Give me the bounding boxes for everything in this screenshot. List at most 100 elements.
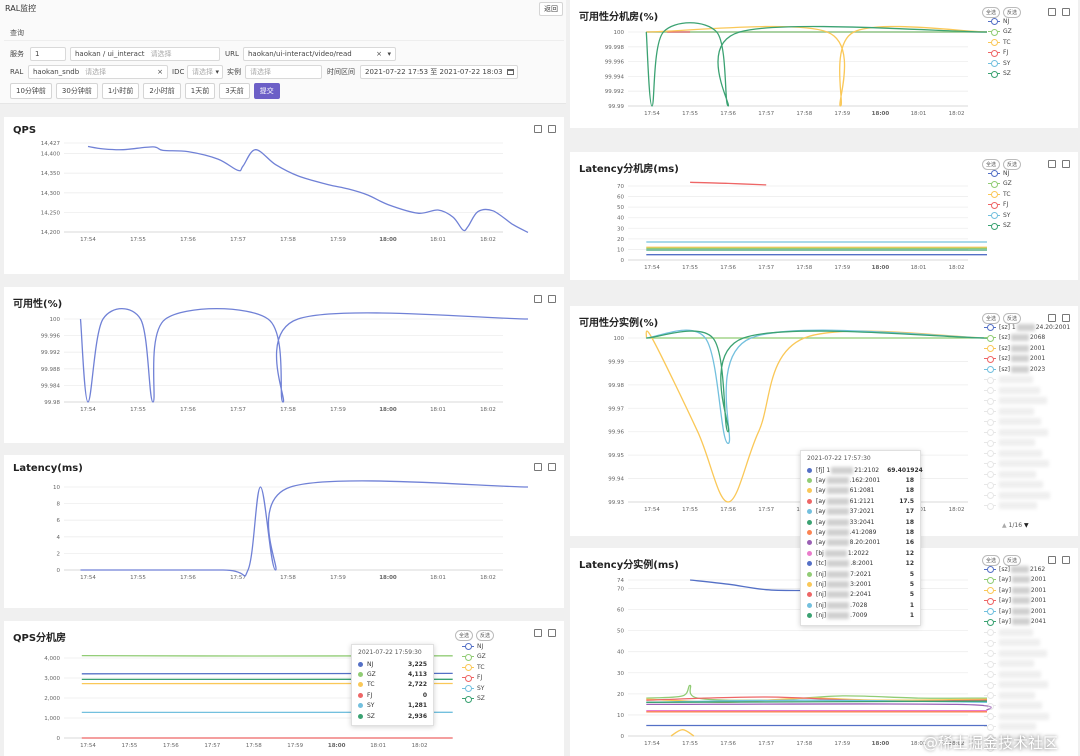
legend-item-hidden[interactable] <box>984 396 1070 407</box>
expand-icon[interactable] <box>534 295 542 303</box>
quick-range-30m[interactable]: 30分钟前 <box>55 83 98 99</box>
legend-item-hidden[interactable] <box>984 648 1050 659</box>
expand-icon[interactable] <box>1048 8 1056 16</box>
legend-item-hidden[interactable] <box>984 659 1050 670</box>
legend-item-sy[interactable]: SY <box>988 58 1012 69</box>
invert-selection-button[interactable]: 反选 <box>1003 555 1022 566</box>
quick-range-10m[interactable]: 10分钟前 <box>10 83 52 99</box>
legend-item-instance[interactable]: [sz] 2001 <box>984 354 1070 365</box>
legend-item-fj[interactable]: FJ <box>462 673 486 684</box>
legend-item-nj[interactable]: NJ <box>988 168 1012 179</box>
refresh-icon[interactable] <box>1062 314 1070 322</box>
idc-select[interactable]: 请选择 ▾ <box>187 65 223 79</box>
page-down-icon[interactable]: ▼ <box>1023 522 1029 529</box>
legend-item-instance[interactable]: [ay] 2001 <box>984 596 1050 607</box>
legend-item-instance[interactable]: [ay] 2001 <box>984 575 1050 586</box>
legend-item-tc[interactable]: TC <box>988 37 1012 48</box>
clear-icon[interactable]: × <box>376 50 382 58</box>
legend-item-hidden[interactable] <box>984 469 1070 480</box>
legend-item-hidden[interactable] <box>984 743 1050 754</box>
legend-item-hidden[interactable] <box>984 732 1050 743</box>
url-select[interactable]: haokan/ui-interact/video/read × ▾ <box>243 47 396 61</box>
refresh-icon[interactable] <box>548 125 556 133</box>
legend-item-instance[interactable]: [sz] 1 24.20:2001 <box>984 322 1070 333</box>
legend-item-sz[interactable]: SZ <box>988 221 1012 232</box>
refresh-icon[interactable] <box>1062 556 1070 564</box>
legend-item-fj[interactable]: FJ <box>988 48 1012 59</box>
refresh-icon[interactable] <box>1062 8 1070 16</box>
select-all-button[interactable]: 全选 <box>455 630 474 641</box>
legend-item-instance[interactable]: [sz] 2023 <box>984 364 1070 375</box>
legend-item-tc[interactable]: TC <box>462 662 486 673</box>
ral-select[interactable]: haokan_sndb 请选择 × <box>28 65 168 79</box>
legend-item-instance[interactable]: [ay] 2001 <box>984 606 1050 617</box>
legend-item-instance[interactable]: [ay] 2001 <box>984 585 1050 596</box>
quick-range-1h[interactable]: 1小时前 <box>101 83 140 99</box>
legend-item-hidden[interactable] <box>984 459 1070 470</box>
select-all-button[interactable]: 全选 <box>982 313 1001 324</box>
legend-item-sy[interactable]: SY <box>462 683 486 694</box>
legend-item-instance[interactable]: [sz] 2162 <box>984 564 1050 575</box>
expand-icon[interactable] <box>534 463 542 471</box>
legend-item-hidden[interactable] <box>984 690 1050 701</box>
select-all-button[interactable]: 全选 <box>982 159 1001 170</box>
legend-item-hidden[interactable] <box>984 501 1070 512</box>
service-select[interactable]: haokan / ui_interact 请选择 <box>70 47 220 61</box>
legend-item-fj[interactable]: FJ <box>988 200 1012 211</box>
legend-item-hidden[interactable] <box>984 669 1050 680</box>
expand-icon[interactable] <box>534 629 542 637</box>
expand-icon[interactable] <box>1048 556 1056 564</box>
submit-button[interactable]: 提交 <box>253 83 280 99</box>
legend-item-gz[interactable]: GZ <box>462 652 486 663</box>
legend-item-instance[interactable]: [ay] 2041 <box>984 617 1050 628</box>
legend-item-hidden[interactable] <box>984 375 1070 386</box>
invert-selection-button[interactable]: 反选 <box>1003 313 1022 324</box>
refresh-icon[interactable] <box>548 629 556 637</box>
legend-item-hidden[interactable] <box>984 427 1070 438</box>
legend-item-hidden[interactable] <box>984 406 1070 417</box>
refresh-icon[interactable] <box>548 463 556 471</box>
legend-item-gz[interactable]: GZ <box>988 27 1012 38</box>
refresh-icon[interactable] <box>548 295 556 303</box>
invert-selection-button[interactable]: 反选 <box>1003 159 1022 170</box>
quick-range-2h[interactable]: 2小时前 <box>143 83 181 99</box>
expand-icon[interactable] <box>1048 160 1056 168</box>
page-up-icon[interactable]: ▲ <box>1002 522 1007 529</box>
legend-item-hidden[interactable] <box>984 680 1050 691</box>
legend-item-instance[interactable]: [sz] 2001 <box>984 343 1070 354</box>
legend-item-hidden[interactable] <box>984 638 1050 649</box>
quick-range-1d[interactable]: 1天前 <box>184 83 216 99</box>
legend-item-instance[interactable]: [sz] 2068 <box>984 333 1070 344</box>
legend-item-hidden[interactable] <box>984 448 1070 459</box>
back-button[interactable]: 返回 <box>539 2 563 16</box>
refresh-icon[interactable] <box>1062 160 1070 168</box>
legend-item-hidden[interactable] <box>984 438 1070 449</box>
legend-item-sy[interactable]: SY <box>988 210 1012 221</box>
legend-item-tc[interactable]: TC <box>988 189 1012 200</box>
legend-item-hidden[interactable] <box>984 722 1050 733</box>
quick-range-3d[interactable]: 3天前 <box>219 83 250 99</box>
invert-selection-button[interactable]: 反选 <box>476 630 495 641</box>
legend-item-hidden[interactable] <box>984 490 1070 501</box>
legend-item-hidden[interactable] <box>984 385 1070 396</box>
legend-item-hidden[interactable] <box>984 417 1070 428</box>
legend-item-hidden[interactable] <box>984 627 1050 638</box>
legend-item-hidden[interactable] <box>984 480 1070 491</box>
legend-item-hidden[interactable] <box>984 701 1050 712</box>
clear-icon[interactable]: × <box>157 68 163 76</box>
legend-item-nj[interactable]: NJ <box>462 641 486 652</box>
instance-select[interactable]: 请选择 <box>245 65 322 79</box>
expand-icon[interactable] <box>534 125 542 133</box>
legend-item-sz[interactable]: SZ <box>988 69 1012 80</box>
service-id-input[interactable]: 1 <box>30 47 66 61</box>
expand-icon[interactable] <box>1048 314 1056 322</box>
legend-item-nj[interactable]: NJ <box>988 16 1012 27</box>
select-all-button[interactable]: 全选 <box>982 7 1001 18</box>
time-range-input[interactable]: 2021-07-22 17:53 至 2021-07-22 18:03 <box>360 65 518 79</box>
select-all-button[interactable]: 全选 <box>982 555 1001 566</box>
legend-item-hidden[interactable] <box>984 711 1050 722</box>
calendar-icon[interactable] <box>507 69 514 75</box>
legend-item-gz[interactable]: GZ <box>988 179 1012 190</box>
invert-selection-button[interactable]: 反选 <box>1003 7 1022 18</box>
legend-item-sz[interactable]: SZ <box>462 694 486 705</box>
